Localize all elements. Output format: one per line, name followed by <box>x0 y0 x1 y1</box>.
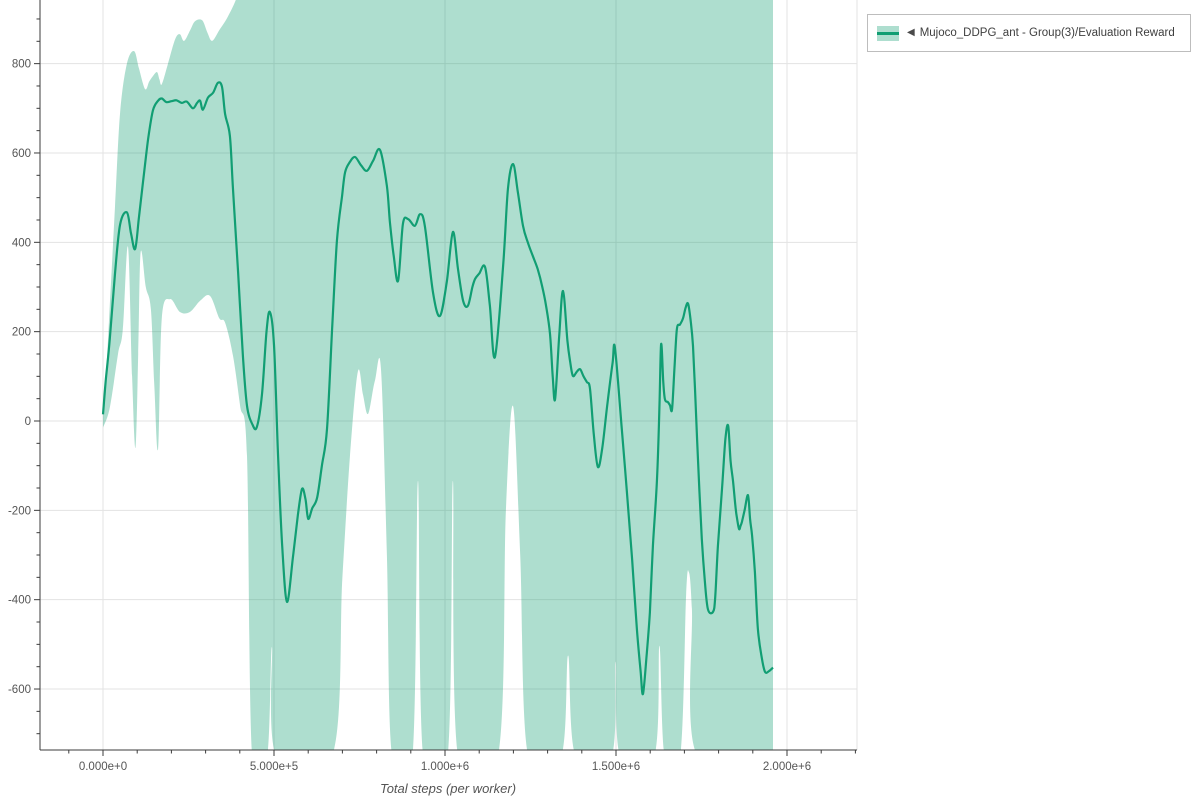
legend-collapse-arrow-icon[interactable]: ◀ <box>907 27 915 38</box>
legend-label: Mujoco_DDPG_ant - Group(3)/Evaluation Re… <box>919 27 1175 39</box>
tick-labels: 0.000e+0 5.000e+5 1.000e+6 1.500e+6 2.000e+6… <box>8 59 811 773</box>
y-tick-label: -600 <box>8 684 31 696</box>
legend[interactable]: ◀ Mujoco_DDPG_ant - Group(3)/Evaluation … <box>867 14 1191 52</box>
legend-series-swatch-icon <box>877 25 899 41</box>
y-tick-label: 400 <box>12 237 31 249</box>
mean-line <box>101 81 774 696</box>
y-tick-label: 600 <box>12 148 31 160</box>
gridlines <box>40 0 858 750</box>
axes <box>34 0 857 756</box>
y-tick-label: 800 <box>12 59 31 71</box>
x-tick-label: 1.000e+6 <box>421 761 469 773</box>
x-axis-title: Total steps (per worker) <box>379 781 517 796</box>
y-tick-label: -200 <box>8 505 31 517</box>
confidence-band <box>103 0 773 750</box>
line-swatch-icon <box>877 31 899 35</box>
y-tick-label: 0 <box>25 416 31 428</box>
x-tick-label: 2.000e+6 <box>763 761 811 773</box>
y-tick-label: 200 <box>12 327 31 339</box>
y-tick-label: -400 <box>8 595 31 607</box>
x-tick-label: 5.000e+5 <box>250 761 298 773</box>
x-tick-label: 1.500e+6 <box>592 761 640 773</box>
x-tick-label: 0.000e+0 <box>79 761 127 773</box>
